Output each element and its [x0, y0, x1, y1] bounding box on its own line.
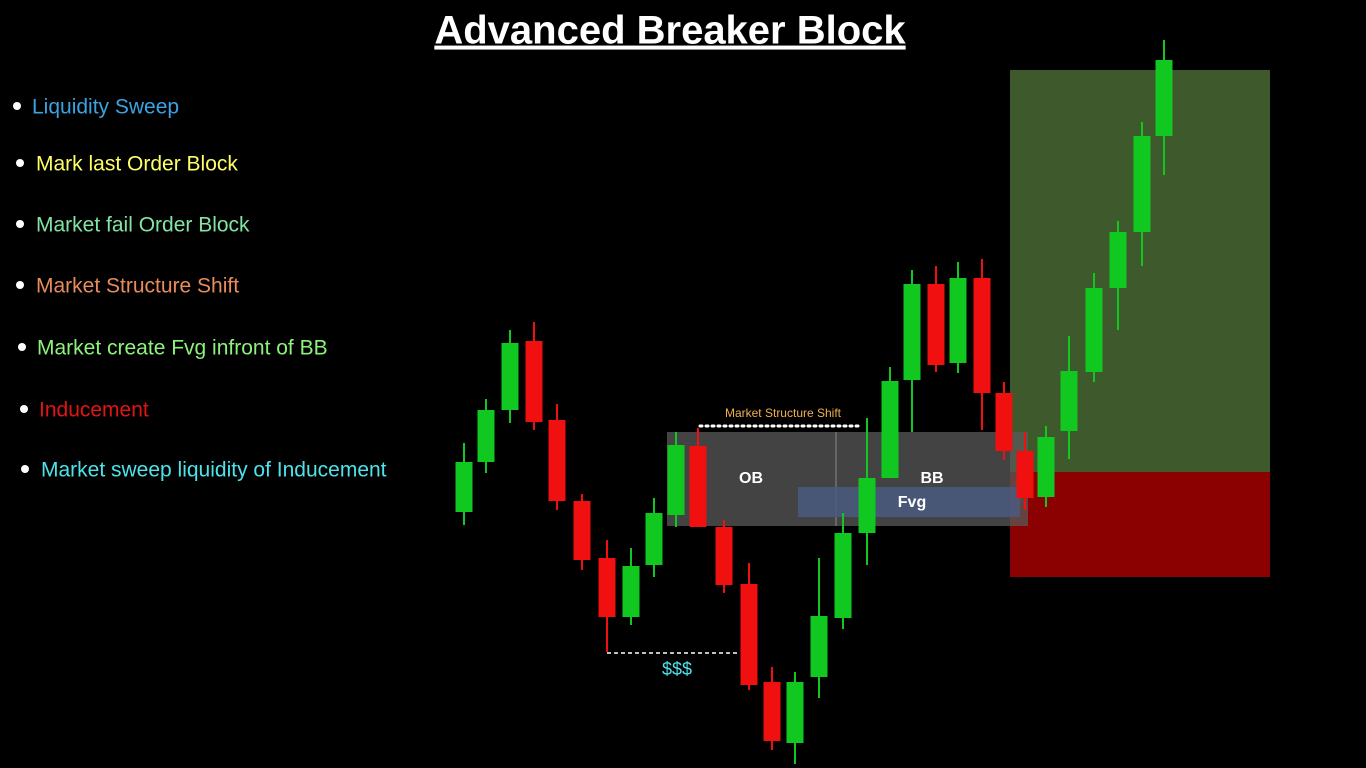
candle-body	[525, 341, 543, 422]
candle-body	[786, 682, 804, 743]
bullet-text: Mark last Order Block	[36, 153, 238, 176]
ob-label: OB	[739, 470, 763, 487]
candle-body	[1109, 232, 1127, 288]
candle-body	[1016, 451, 1034, 498]
candle-body	[995, 393, 1013, 451]
candle-body	[598, 558, 616, 617]
candle-body	[667, 445, 685, 515]
target-zone	[1010, 70, 1270, 472]
bullet-dot	[21, 465, 29, 473]
candle-body	[763, 682, 781, 741]
candle-body	[1085, 288, 1103, 372]
candle-body	[903, 284, 921, 380]
fvg-zone	[798, 487, 1020, 517]
bullet-text: Market sweep liquidity of Inducement	[41, 459, 387, 482]
candle-body	[949, 278, 967, 363]
bullet-dot	[13, 102, 21, 110]
candle-body	[810, 616, 828, 677]
candle-body	[548, 420, 566, 501]
candle-body	[1060, 371, 1078, 431]
bullet-text: Liquidity Sweep	[32, 96, 179, 119]
bullet-text: Inducement	[39, 399, 149, 422]
bullet-dot	[18, 343, 26, 351]
candles	[455, 40, 1173, 764]
bullet-dot	[20, 405, 28, 413]
candle-body	[927, 284, 945, 365]
bullet-dot	[16, 159, 24, 167]
title: Advanced Breaker Block	[434, 9, 906, 53]
candle-body	[740, 584, 758, 685]
bullet-text: Market create Fvg infront of BB	[37, 337, 328, 360]
structure-label: Market Structure Shift	[725, 406, 842, 420]
candle-body	[858, 478, 876, 533]
candle-body	[645, 513, 663, 565]
bb-label: BB	[920, 470, 943, 487]
candle-body	[1133, 136, 1151, 232]
candle-body	[622, 566, 640, 617]
fvg-label: Fvg	[898, 494, 926, 511]
candle-body	[455, 462, 473, 512]
candle-body	[834, 533, 852, 618]
bullet-text: Market Structure Shift	[36, 275, 239, 298]
bullet-list: Liquidity Sweep Mark last Order Block Mark…	[13, 96, 387, 482]
bullet-dot	[16, 281, 24, 289]
candle-body	[477, 410, 495, 462]
candle-body	[715, 527, 733, 585]
candle-body	[689, 446, 707, 527]
bullet-dot	[16, 220, 24, 228]
candle-body	[973, 278, 991, 393]
candle-body	[1155, 60, 1173, 136]
candle-body	[573, 501, 591, 560]
candle-body	[501, 343, 519, 410]
bullet-text: Market fail Order Block	[36, 214, 250, 237]
candle-body	[1037, 437, 1055, 497]
liquidity-label: $$$	[662, 659, 692, 679]
candle-body	[881, 381, 899, 478]
